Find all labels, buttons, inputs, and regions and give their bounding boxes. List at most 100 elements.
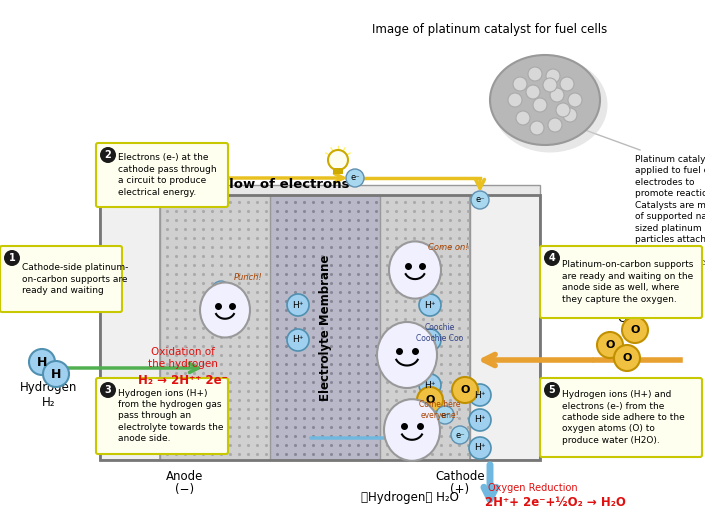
Text: e⁻: e⁻ — [350, 174, 360, 183]
Circle shape — [212, 311, 230, 329]
Bar — [270, 195, 380, 460]
Circle shape — [548, 118, 562, 132]
FancyBboxPatch shape — [540, 246, 702, 318]
Text: e⁻: e⁻ — [216, 316, 226, 324]
Text: Anode: Anode — [166, 471, 204, 484]
Circle shape — [346, 169, 364, 187]
Text: O: O — [606, 340, 615, 350]
Bar — [380, 195, 470, 460]
Circle shape — [452, 377, 478, 403]
Text: Oxygen Reduction: Oxygen Reduction — [488, 483, 578, 493]
Text: H⁺: H⁺ — [424, 301, 436, 309]
Text: H: H — [51, 368, 61, 381]
Text: Oxygen: Oxygen — [601, 302, 649, 315]
FancyBboxPatch shape — [540, 378, 702, 457]
Circle shape — [29, 349, 55, 375]
Bar — [470, 195, 540, 460]
Circle shape — [568, 93, 582, 107]
Circle shape — [544, 250, 560, 266]
Circle shape — [451, 426, 469, 444]
Ellipse shape — [384, 399, 440, 461]
Bar — [100, 185, 540, 195]
Text: Cathode-side platinum-
on-carbon supports are
ready and waiting: Cathode-side platinum- on-carbon support… — [22, 263, 128, 295]
Circle shape — [4, 250, 20, 266]
Circle shape — [419, 294, 441, 316]
Circle shape — [622, 317, 648, 343]
Ellipse shape — [490, 55, 600, 145]
Text: Hydrogen ions (H+) and
electrons (e-) from the
cathode side adhere to the
oxygen: Hydrogen ions (H+) and electrons (e-) fr… — [562, 390, 685, 445]
FancyBboxPatch shape — [96, 143, 228, 207]
Text: Platinum catalyst is
applied to fuel cell
electrodes to
promote reaction.
Cataly: Platinum catalyst is applied to fuel cel… — [635, 155, 705, 267]
Text: O: O — [623, 353, 632, 363]
Text: 2: 2 — [104, 150, 111, 160]
Circle shape — [550, 88, 564, 102]
Circle shape — [469, 409, 491, 431]
Circle shape — [287, 294, 309, 316]
Circle shape — [543, 78, 557, 92]
Circle shape — [436, 406, 454, 424]
Circle shape — [533, 98, 547, 112]
Text: H⁺: H⁺ — [424, 381, 436, 389]
Text: (−): (−) — [176, 484, 195, 497]
Bar — [333, 168, 343, 174]
FancyBboxPatch shape — [0, 246, 122, 312]
FancyBboxPatch shape — [96, 378, 228, 454]
Text: e⁻: e⁻ — [440, 410, 450, 420]
Bar — [160, 195, 270, 460]
Circle shape — [614, 345, 640, 371]
Circle shape — [528, 67, 542, 81]
Text: O: O — [630, 325, 639, 335]
Text: Oxidation of
the hydrogen: Oxidation of the hydrogen — [148, 347, 218, 369]
Text: Flow of electrons: Flow of electrons — [220, 178, 350, 191]
Ellipse shape — [200, 282, 250, 337]
Text: (+): (+) — [450, 484, 470, 497]
Text: Punch!: Punch! — [233, 274, 262, 282]
Circle shape — [471, 191, 489, 209]
Text: H⁺: H⁺ — [293, 335, 304, 344]
Text: e⁻: e⁻ — [455, 431, 465, 439]
Text: Come here
everyone!: Come here everyone! — [419, 400, 461, 420]
Circle shape — [419, 329, 441, 351]
Text: H⁺: H⁺ — [474, 391, 486, 399]
Text: H: H — [37, 356, 47, 369]
Text: 2H⁺+ 2e⁻+½O₂ → H₂O: 2H⁺+ 2e⁻+½O₂ → H₂O — [484, 497, 625, 510]
Text: Come on!: Come on! — [428, 243, 468, 253]
Circle shape — [508, 93, 522, 107]
Circle shape — [556, 103, 570, 117]
Circle shape — [212, 281, 230, 299]
Circle shape — [530, 121, 544, 135]
Text: Image of platinum catalyst for fuel cells: Image of platinum catalyst for fuel cell… — [372, 23, 608, 36]
Circle shape — [407, 352, 433, 378]
Text: H⁺: H⁺ — [474, 415, 486, 424]
Bar — [100, 195, 540, 460]
Circle shape — [100, 147, 116, 163]
Circle shape — [287, 329, 309, 351]
Text: H₂ → 2H⁺⁺ 2e⁻: H₂ → 2H⁺⁺ 2e⁻ — [138, 373, 228, 386]
Circle shape — [419, 374, 441, 396]
Text: Hydrogen ions (H+)
from the hydrogen gas
pass through an
electrolyte towards the: Hydrogen ions (H+) from the hydrogen gas… — [118, 388, 223, 444]
Ellipse shape — [377, 322, 437, 388]
Circle shape — [328, 150, 348, 170]
Text: O: O — [460, 385, 470, 395]
Text: O₂: O₂ — [618, 311, 632, 324]
Circle shape — [516, 111, 530, 125]
Text: Coochie
Coochie Coo: Coochie Coochie Coo — [417, 323, 464, 343]
Ellipse shape — [493, 58, 608, 152]
Circle shape — [597, 332, 623, 358]
Text: 3: 3 — [104, 385, 111, 395]
Text: e⁻: e⁻ — [475, 196, 485, 204]
Circle shape — [544, 382, 560, 398]
Text: O: O — [415, 360, 424, 370]
Text: 「Hydrogen」 H₂O: 「Hydrogen」 H₂O — [361, 491, 459, 504]
Text: H⁺: H⁺ — [474, 444, 486, 452]
Text: Platinum-on-carbon supports
are ready and waiting on the
anode side as well, whe: Platinum-on-carbon supports are ready an… — [562, 261, 694, 304]
Text: Hydrogen
H₂: Hydrogen H₂ — [20, 381, 78, 409]
Text: O: O — [425, 395, 435, 405]
Text: H⁺: H⁺ — [293, 301, 304, 309]
Text: Electrons (e-) at the
cathode pass through
a circuit to produce
electrical energ: Electrons (e-) at the cathode pass throu… — [118, 153, 216, 197]
Text: 1: 1 — [8, 253, 16, 263]
Circle shape — [469, 384, 491, 406]
Text: H⁺: H⁺ — [424, 335, 436, 344]
Text: Cathode: Cathode — [435, 471, 485, 484]
Text: 4: 4 — [548, 253, 556, 263]
